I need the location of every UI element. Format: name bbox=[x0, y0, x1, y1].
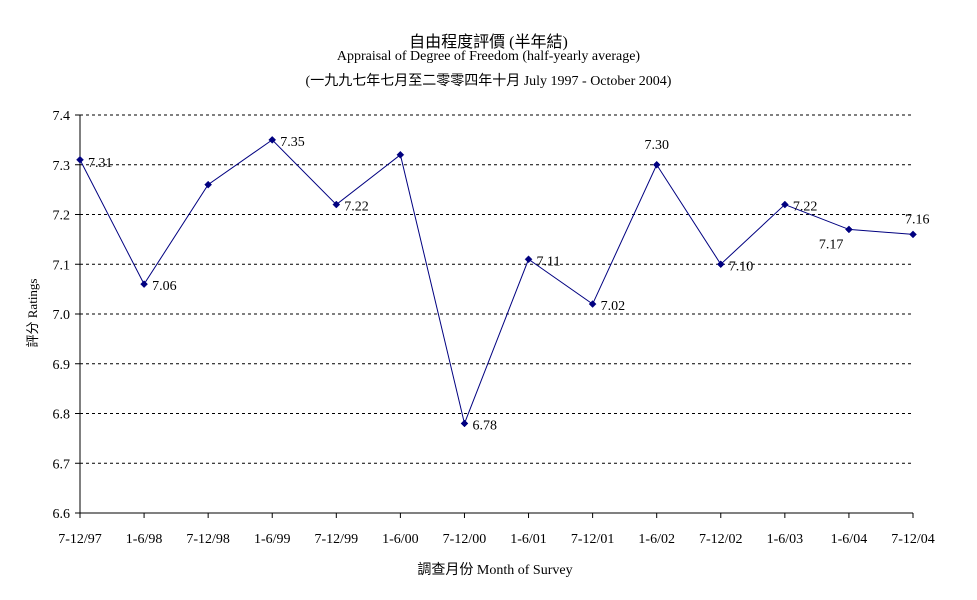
data-point bbox=[140, 280, 148, 289]
data-point bbox=[396, 150, 405, 159]
y-tick-label: 6.8 bbox=[53, 408, 71, 423]
x-tick-label: 7-12/98 bbox=[186, 532, 230, 547]
y-tick-label: 7.1 bbox=[53, 258, 71, 273]
data-label: 7.30 bbox=[644, 138, 669, 153]
y-tick-label: 7.3 bbox=[53, 159, 71, 174]
data-point bbox=[588, 300, 597, 308]
x-tick-label: 1-6/01 bbox=[510, 532, 547, 547]
data-point bbox=[332, 200, 341, 209]
chart-title: 自由程度評價 (半年結) bbox=[409, 34, 568, 51]
data-point bbox=[524, 255, 533, 264]
x-tick-labels: 7-12/97 1-6/98 7-12/98 1-6/99 7-12/99 1-6/00 7… bbox=[58, 532, 935, 547]
data-label: 7.06 bbox=[152, 279, 177, 294]
y-tick-label: 6.6 bbox=[53, 507, 71, 522]
data-label: 7.17 bbox=[819, 237, 844, 252]
y-tick-labels: 6.6 6.7 6.8 6.9 7.0 7.1 7.2 7.3 7.4 bbox=[53, 109, 71, 522]
x-tick-label: 7-12/04 bbox=[891, 532, 935, 547]
data-label: 6.78 bbox=[472, 418, 497, 433]
data-label: 7.02 bbox=[601, 299, 626, 314]
data-point bbox=[652, 160, 661, 169]
x-tick-label: 1-6/03 bbox=[767, 532, 804, 547]
data-label: 7.31 bbox=[88, 156, 113, 171]
chart-subtitle: Appraisal of Degree of Freedom (half-yea… bbox=[336, 49, 641, 64]
data-point bbox=[460, 419, 469, 428]
data-point bbox=[716, 260, 725, 269]
x-tick-label: 1-6/02 bbox=[638, 532, 675, 547]
x-tick-label: 1-6/98 bbox=[126, 532, 163, 547]
data-label: 7.22 bbox=[344, 200, 369, 215]
x-tick-label: 1-6/99 bbox=[254, 532, 291, 547]
x-tick-label: 1-6/04 bbox=[831, 532, 868, 547]
chart-date-range: (一九九七年七月至二零零四年十月 July 1997 - October 200… bbox=[305, 74, 672, 89]
data-point bbox=[268, 136, 277, 144]
axes bbox=[75, 114, 914, 518]
x-tick-label: 7-12/01 bbox=[571, 532, 615, 547]
data-point bbox=[780, 200, 789, 209]
y-axis-title: 評分 Ratings bbox=[25, 279, 40, 348]
x-tick-label: 1-6/00 bbox=[382, 532, 419, 547]
gridlines bbox=[80, 114, 913, 464]
data-labels: 7.31 7.06 7.35 7.22 6.78 7.11 7.02 7.30 7.10 7.22… bbox=[88, 135, 930, 434]
x-axis-title: 調查月份 Month of Survey bbox=[417, 562, 572, 578]
data-point bbox=[204, 180, 213, 189]
y-tick-label: 7.4 bbox=[53, 109, 71, 124]
x-tick-label: 7-12/99 bbox=[315, 532, 359, 547]
data-label: 7.10 bbox=[729, 259, 754, 274]
y-tick-label: 6.9 bbox=[53, 358, 71, 373]
x-tick-label: 7-12/00 bbox=[443, 532, 487, 547]
y-tick-label: 6.7 bbox=[53, 457, 71, 472]
series-ratings bbox=[76, 136, 917, 428]
data-point bbox=[845, 225, 853, 234]
series-line bbox=[79, 139, 914, 426]
y-tick-label: 7.0 bbox=[53, 308, 71, 323]
data-point bbox=[76, 155, 84, 164]
data-label: 7.35 bbox=[280, 135, 305, 150]
data-label: 7.16 bbox=[905, 212, 930, 227]
x-tick-label: 7-12/97 bbox=[58, 532, 102, 547]
y-tick-label: 7.2 bbox=[53, 209, 71, 224]
data-label: 7.22 bbox=[793, 200, 818, 215]
data-point bbox=[909, 230, 917, 239]
x-tick-label: 7-12/02 bbox=[699, 532, 743, 547]
data-label: 7.11 bbox=[537, 254, 561, 269]
